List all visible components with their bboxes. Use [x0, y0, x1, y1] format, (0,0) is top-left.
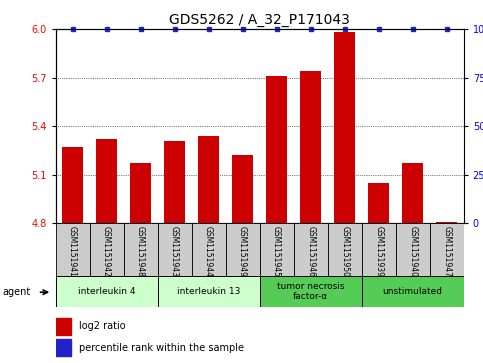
Bar: [62, 147, 83, 223]
Bar: [402, 163, 423, 223]
Bar: [362, 223, 396, 276]
Bar: [300, 71, 321, 223]
Bar: [97, 139, 117, 223]
Text: GSM1151949: GSM1151949: [238, 227, 247, 277]
Text: GSM1151939: GSM1151939: [374, 227, 383, 277]
Bar: [327, 223, 362, 276]
Text: GSM1151947: GSM1151947: [442, 227, 451, 277]
Text: GSM1151942: GSM1151942: [102, 227, 111, 277]
Text: GSM1151945: GSM1151945: [272, 227, 281, 277]
Text: agent: agent: [2, 287, 30, 297]
Bar: [232, 155, 253, 223]
Text: GSM1151943: GSM1151943: [170, 227, 179, 277]
Text: GSM1151946: GSM1151946: [306, 227, 315, 277]
Title: GDS5262 / A_32_P171043: GDS5262 / A_32_P171043: [169, 13, 350, 26]
Text: GSM1151944: GSM1151944: [204, 227, 213, 277]
Bar: [430, 223, 464, 276]
Bar: [124, 223, 157, 276]
Bar: [396, 223, 430, 276]
Bar: [56, 223, 89, 276]
Bar: [260, 223, 294, 276]
Bar: [157, 223, 192, 276]
Text: tumor necrosis
factor-α: tumor necrosis factor-α: [277, 282, 344, 301]
Text: interleukin 13: interleukin 13: [177, 287, 240, 296]
Bar: [226, 223, 260, 276]
Text: GSM1151941: GSM1151941: [68, 227, 77, 277]
Text: GSM1151950: GSM1151950: [340, 227, 349, 277]
Text: log2 ratio: log2 ratio: [79, 321, 126, 331]
Bar: [362, 276, 464, 307]
Text: percentile rank within the sample: percentile rank within the sample: [79, 343, 244, 352]
Bar: [369, 183, 389, 223]
Bar: [56, 276, 157, 307]
Text: GSM1151948: GSM1151948: [136, 227, 145, 277]
Bar: [260, 276, 362, 307]
Bar: [334, 32, 355, 223]
Bar: [157, 276, 260, 307]
Bar: [294, 223, 327, 276]
Bar: [199, 136, 219, 223]
Text: unstimulated: unstimulated: [383, 287, 442, 296]
Bar: [89, 223, 124, 276]
Text: GSM1151940: GSM1151940: [408, 227, 417, 277]
Bar: [164, 141, 185, 223]
Bar: [130, 163, 151, 223]
Text: interleukin 4: interleukin 4: [78, 287, 135, 296]
Bar: [192, 223, 226, 276]
Bar: [267, 76, 287, 223]
Bar: [56, 339, 71, 356]
Bar: [56, 318, 71, 335]
Bar: [437, 222, 457, 223]
